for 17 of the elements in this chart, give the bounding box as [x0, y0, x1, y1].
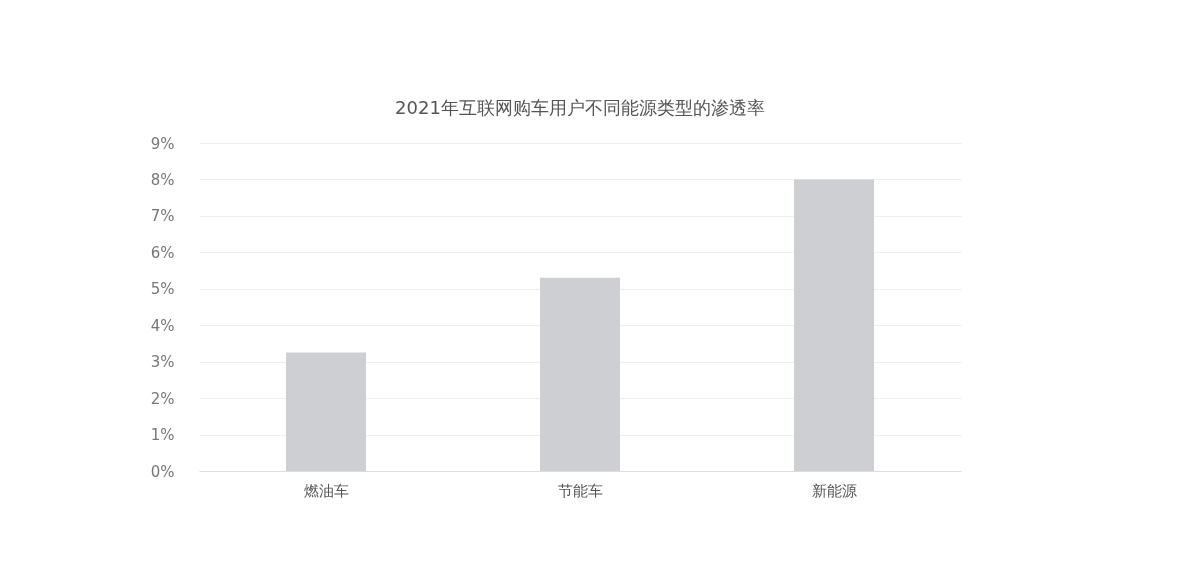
y-tick-label: 6%	[150, 243, 175, 262]
bar	[794, 179, 874, 471]
x-tick-label: 燃油车	[303, 481, 349, 500]
y-tick-label: 5%	[150, 280, 175, 299]
y-tick-label: 0%	[150, 462, 175, 481]
y-tick-label: 4%	[150, 316, 175, 335]
y-tick-label: 7%	[150, 207, 175, 226]
y-tick-label: 8%	[150, 170, 175, 189]
bar	[286, 352, 366, 471]
y-tick-label: 3%	[150, 353, 175, 372]
chart-title: 2021年互联网购车用户不同能源类型的渗透率	[395, 97, 765, 118]
y-tick-label: 9%	[150, 134, 175, 153]
bar	[540, 277, 620, 471]
x-tick-label: 节能车	[557, 481, 603, 500]
y-tick-label: 1%	[150, 426, 175, 445]
y-tick-label: 2%	[150, 389, 175, 408]
x-tick-label: 新能源	[811, 481, 857, 500]
